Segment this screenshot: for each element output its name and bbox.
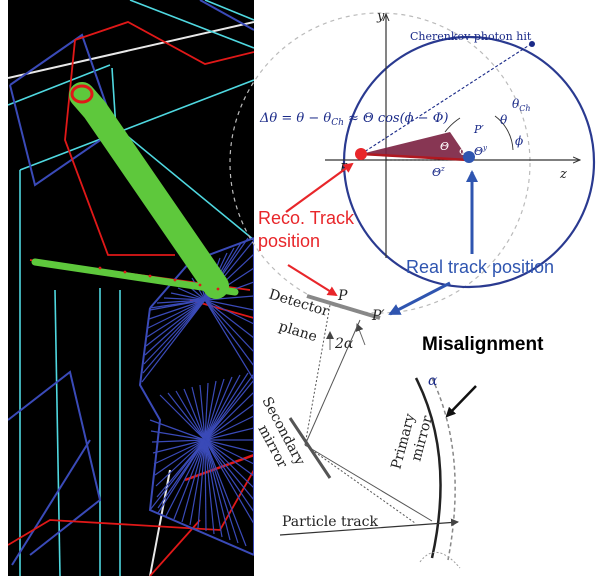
point-p-prime-label: P′ — [473, 123, 484, 136]
particle-track-label: Particle track — [282, 514, 378, 530]
misalignment-label: Misalignment — [422, 334, 544, 355]
theta-ch-label: θCh — [512, 97, 531, 113]
red-arrow-icon — [285, 162, 354, 213]
detector-p-label: P — [337, 288, 348, 304]
primary-mirror — [414, 377, 442, 559]
optics-diagram: Detector plane P P′ 2α Secondary mirror … — [254, 287, 544, 569]
cherenkov-ring — [342, 35, 596, 289]
theta-arc — [444, 117, 461, 133]
reco-point-p — [355, 148, 367, 160]
event-display-panel — [8, 0, 254, 576]
cherenkov-hit-label: Cherenkov photon hit — [410, 30, 532, 43]
mirror-mesh-upper — [141, 237, 254, 383]
big-theta-y-label: Θy — [474, 144, 488, 158]
primary-mirror-misaligned — [431, 377, 456, 561]
delta-wedge — [361, 132, 469, 160]
wedge-theta-label: Θ — [440, 140, 449, 153]
axis-y-label: y — [376, 9, 385, 24]
outer-dashed-circle — [229, 12, 531, 314]
detector-p-prime-label: P′ — [371, 308, 385, 324]
detector-label-1: Detector — [267, 287, 331, 321]
mirror-mesh-lower — [149, 372, 254, 547]
real-track-label: Real track position — [406, 257, 554, 277]
track-entry-ring — [70, 84, 94, 104]
big-theta-z-label: Θz — [432, 165, 445, 179]
projection-diagram: y z Cherenkov photon hit θ θCh ϕ Θ Φ Θy … — [229, 9, 596, 314]
phi-arc — [494, 115, 514, 151]
annotations: Reco. Track position Real track position — [258, 162, 554, 316]
delta-theta-formula: Δθ = θ − θCh ≈ Θ cos(ϕ − Φ) — [259, 111, 448, 128]
wedge-phi-label: Φ — [459, 145, 468, 158]
theta-label: θ — [500, 113, 508, 127]
reco-track-label-1: Reco. Track — [258, 208, 355, 228]
alpha-label: α — [428, 373, 438, 389]
phi-label: ϕ — [515, 134, 523, 148]
reco-track-label-2: position — [258, 231, 320, 251]
black-arrow-icon — [445, 385, 477, 418]
axis-z-label: z — [559, 167, 567, 182]
two-alpha-label: 2α — [334, 336, 354, 352]
event-cyan-lines — [8, 0, 254, 576]
cherenkov-hit-point — [529, 41, 535, 47]
detector-plane — [306, 294, 381, 320]
detector-label-2: plane — [277, 319, 319, 346]
particle-track-line — [279, 518, 459, 536]
track-hits — [98, 266, 220, 291]
theta-ray — [360, 43, 532, 155]
misalign-vector — [360, 152, 470, 162]
particle-track-green — [31, 82, 239, 299]
red-arrow-icon-lower — [287, 264, 338, 297]
blue-arrow-icon — [388, 281, 451, 316]
real-point-p-prime — [463, 151, 475, 163]
optical-rays — [304, 304, 433, 524]
